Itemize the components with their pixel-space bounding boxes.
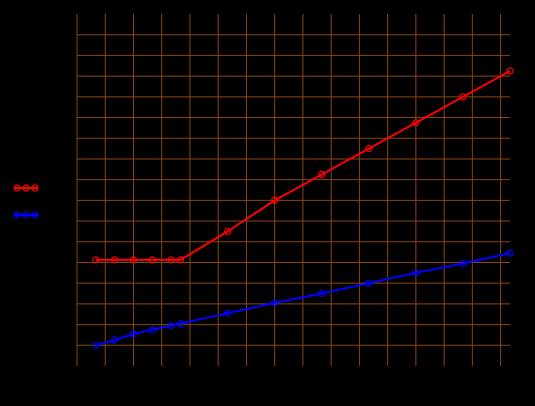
series-0-point-3 [148, 256, 156, 264]
series-1-point-5 [176, 319, 185, 328]
legend-marker-0-1 [22, 184, 30, 192]
series-1-point-4 [167, 322, 175, 330]
legend-marker-1-0 [13, 211, 21, 219]
series-0-point-8 [318, 170, 326, 179]
series-1-point-0 [92, 341, 100, 349]
series-1-point-10 [412, 269, 420, 277]
series-0-point-0 [92, 256, 100, 264]
series-0-point-10 [412, 119, 420, 127]
series-0-point-6 [224, 227, 232, 236]
series-1-point-1 [111, 336, 119, 344]
series-1-point-9 [365, 279, 373, 287]
legend [13, 184, 39, 219]
series-0-point-11 [459, 93, 467, 101]
series-0-point-12 [506, 67, 514, 75]
series-1-point-6 [224, 309, 232, 317]
series-0-point-5 [176, 256, 185, 264]
series-0-line [95, 70, 511, 261]
series-1-point-12 [506, 249, 514, 257]
legend-marker-0-2 [31, 184, 39, 192]
series-0-point-7 [271, 196, 279, 204]
legend-marker-1-1 [22, 211, 30, 219]
grid [76, 14, 510, 366]
legend-marker-1-2 [31, 211, 39, 219]
series-1-point-8 [318, 289, 326, 298]
series-0-point-4 [167, 256, 175, 264]
series-1-point-7 [271, 299, 279, 307]
series-1-point-11 [459, 259, 467, 268]
series-1-line [95, 252, 511, 347]
series-layer [92, 67, 514, 349]
legend-marker-0-0 [13, 184, 21, 192]
series-0-point-1 [111, 256, 119, 264]
series-0-point-2 [129, 256, 138, 264]
series-0-point-9 [365, 144, 373, 153]
series-1-point-2 [129, 330, 138, 338]
series-1-point-3 [148, 326, 156, 334]
